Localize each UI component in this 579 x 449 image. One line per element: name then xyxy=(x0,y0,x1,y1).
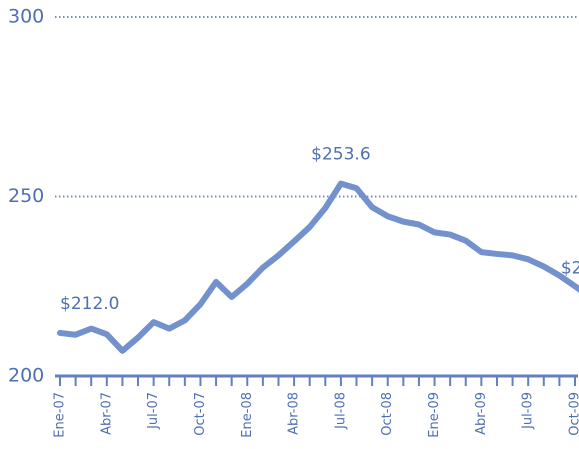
x-tick-label: Jul-07 xyxy=(146,392,161,430)
x-tick-label: Abr-08 xyxy=(287,392,302,435)
y-tick-label: 200 xyxy=(8,365,44,387)
x-tick-label: Ene-07 xyxy=(53,392,68,438)
x-tick-label: Jul-08 xyxy=(333,392,348,430)
value-label: $221.9 xyxy=(561,258,579,278)
x-tick-label: Ene-08 xyxy=(240,392,255,438)
value-label: $212.0 xyxy=(60,294,119,314)
data-line xyxy=(57,180,579,354)
x-tick-label: Oct-07 xyxy=(193,392,208,436)
x-tick-label: Oct-08 xyxy=(380,392,395,436)
x-tick-label: Jul-09 xyxy=(521,392,536,430)
x-tick-label: Abr-07 xyxy=(99,392,114,435)
x-tick-label: Abr-09 xyxy=(474,392,489,435)
x-tick-label: Ene-09 xyxy=(427,392,442,438)
x-tick-label: Oct-09 xyxy=(568,392,579,436)
y-tick-label: 250 xyxy=(8,185,44,207)
y-tick-label: 300 xyxy=(8,6,44,28)
value-label: $253.6 xyxy=(311,145,370,165)
